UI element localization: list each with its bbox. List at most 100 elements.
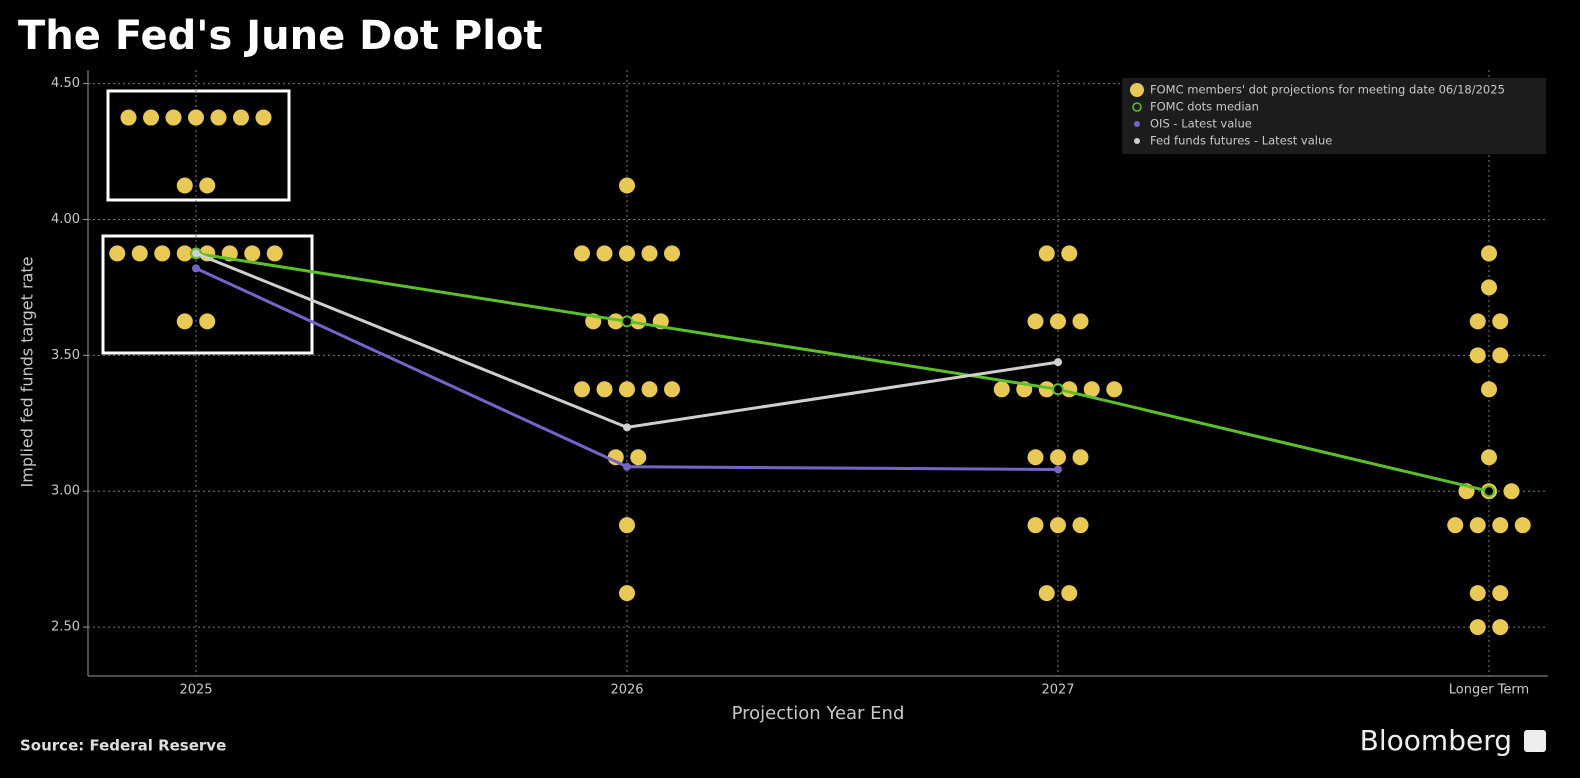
dot <box>596 381 613 398</box>
dot <box>1072 517 1089 534</box>
dot <box>607 313 624 330</box>
dot <box>199 177 216 194</box>
dot <box>1469 619 1486 636</box>
dot <box>1492 585 1509 602</box>
dot <box>630 313 647 330</box>
legend <box>1122 78 1546 154</box>
y-tick-label: 3.50 <box>51 348 80 363</box>
dot <box>1072 449 1089 466</box>
plot-area <box>88 70 1548 676</box>
dot <box>255 109 272 126</box>
dot <box>165 109 182 126</box>
dot <box>131 245 148 262</box>
dot <box>619 585 635 602</box>
dot <box>1492 517 1509 534</box>
dot <box>1492 347 1509 364</box>
dot <box>176 313 193 330</box>
series-marker <box>192 249 200 258</box>
dot <box>641 245 658 262</box>
dot <box>664 381 680 398</box>
legend-label: FOMC dots median <box>1150 100 1259 114</box>
dot <box>1050 313 1066 330</box>
legend-label: OIS - Latest value <box>1150 117 1252 131</box>
y-tick-label: 4.00 <box>51 212 80 227</box>
x-tick-label: 2026 <box>610 683 643 698</box>
highlight-box <box>106 89 291 202</box>
dot <box>574 381 590 398</box>
dot <box>1072 313 1089 330</box>
dot <box>244 245 261 262</box>
dot <box>1027 313 1044 330</box>
y-axis-title: Implied fed funds target rate <box>18 257 37 488</box>
x-tick-label: 2027 <box>1041 683 1074 698</box>
dot <box>993 381 1010 398</box>
legend-marker <box>1130 83 1144 97</box>
dot <box>1503 483 1520 500</box>
dot <box>188 109 204 126</box>
x-tick-label: 2025 <box>179 683 212 698</box>
source: Source: Federal Reserve <box>20 737 226 755</box>
dot <box>143 109 159 126</box>
dot <box>1481 279 1497 296</box>
dot <box>574 245 590 262</box>
dot <box>266 245 283 262</box>
dot <box>1469 347 1486 364</box>
y-tick-label: 3.00 <box>51 484 80 499</box>
legend-marker <box>1134 121 1140 127</box>
series-marker <box>1483 485 1495 498</box>
series-marker <box>621 315 633 328</box>
dot <box>630 449 647 466</box>
y-tick-label: 2.50 <box>51 620 80 635</box>
dot <box>176 245 193 262</box>
chart-title: The Fed's June Dot Plot <box>18 13 543 59</box>
dot <box>1514 517 1531 534</box>
dot <box>619 381 635 398</box>
dot <box>1061 245 1078 262</box>
y-tick-label: 4.50 <box>51 76 80 91</box>
dot <box>619 517 635 534</box>
dot <box>1469 313 1486 330</box>
dot <box>1492 619 1509 636</box>
series-line <box>195 251 1490 493</box>
dot <box>199 313 216 330</box>
dot <box>1481 449 1497 466</box>
dot <box>176 177 193 194</box>
dot <box>1027 517 1044 534</box>
dot <box>210 109 227 126</box>
dot <box>596 245 613 262</box>
series-marker <box>192 264 200 273</box>
dot <box>664 245 680 262</box>
series-marker <box>1054 465 1062 474</box>
x-axis-title: Projection Year End <box>732 703 905 724</box>
legend-label: FOMC members' dot projections for meetin… <box>1150 83 1505 97</box>
dot <box>1492 313 1509 330</box>
dot <box>1106 381 1123 398</box>
dot <box>120 109 137 126</box>
dot <box>1481 245 1497 262</box>
x-tick-label: Longer Term <box>1449 683 1529 698</box>
dot <box>154 245 171 262</box>
dot <box>1038 245 1055 262</box>
series-marker <box>623 462 631 471</box>
highlight-box <box>101 234 314 355</box>
dot <box>619 245 635 262</box>
dot <box>1038 381 1055 398</box>
dot <box>1469 585 1486 602</box>
dot <box>641 381 658 398</box>
dot <box>233 109 249 126</box>
dot <box>1027 449 1044 466</box>
series-marker <box>623 423 631 432</box>
legend-marker <box>1134 138 1140 144</box>
dot <box>1481 381 1497 398</box>
brand-icon <box>1524 730 1546 752</box>
brand: Bloomberg <box>1360 724 1512 757</box>
dot <box>109 245 126 262</box>
dot <box>1050 449 1066 466</box>
series-marker <box>1052 383 1064 396</box>
dot <box>1038 585 1055 602</box>
series-marker <box>1054 358 1062 367</box>
dot <box>1083 381 1100 398</box>
dot <box>1061 585 1078 602</box>
